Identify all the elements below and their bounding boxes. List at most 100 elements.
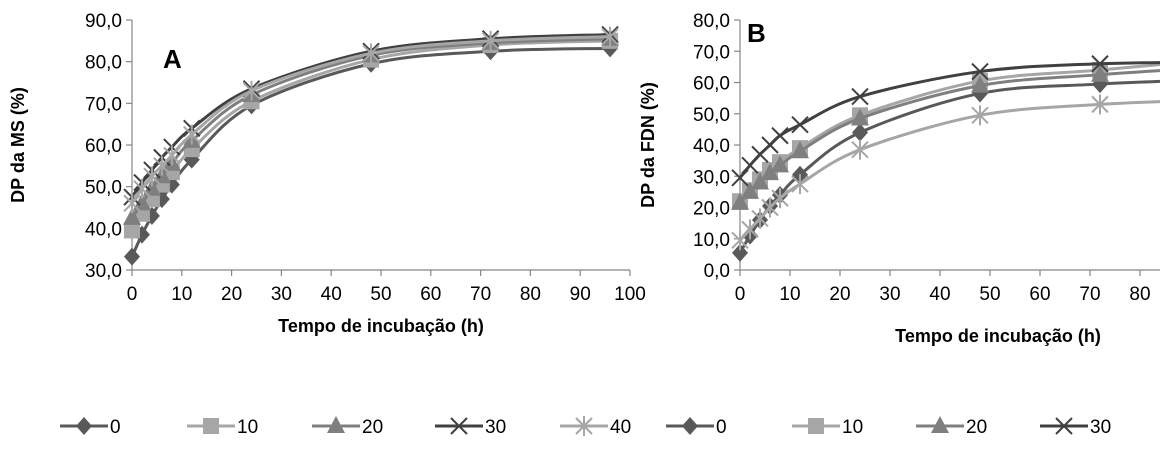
series-0 — [732, 75, 1160, 262]
legend-marker — [450, 417, 468, 435]
data-point-0 — [852, 123, 868, 142]
legend-marker — [808, 418, 824, 434]
x-tick-label: 10 — [779, 284, 800, 305]
data-point-20 — [1091, 64, 1109, 82]
legend-label: 0 — [110, 417, 121, 438]
y-tick-label: 80,0 — [693, 11, 730, 32]
legend-label: 20 — [966, 417, 987, 438]
legend-label: 30 — [485, 417, 506, 438]
legend-label: 10 — [237, 417, 258, 438]
data-point-20 — [751, 172, 769, 190]
legend-marker — [1055, 417, 1073, 435]
y-tick-label: 40,0 — [693, 136, 730, 157]
x-tick-label: 70 — [1079, 284, 1100, 305]
data-point-30 — [1091, 55, 1109, 73]
panel-label: A — [163, 44, 182, 74]
y-tick-label: 60,0 — [693, 74, 730, 95]
x-tick-label: 40 — [321, 284, 342, 305]
y-tick-label: 60,0 — [85, 136, 122, 157]
series-20 — [731, 64, 1160, 210]
legend-marker — [203, 418, 219, 434]
data-point-20 — [971, 75, 989, 93]
legend-entry-40: 40 — [560, 416, 631, 438]
data-point-20 — [791, 141, 809, 159]
x-tick-label: 80 — [520, 284, 541, 305]
series-line-0 — [130, 46, 611, 258]
x-tick-label: 60 — [420, 284, 441, 305]
legend-label: 0 — [716, 417, 727, 438]
data-point-20 — [771, 155, 789, 173]
x-tick-label: 60 — [1029, 284, 1050, 305]
legend-label: 20 — [362, 417, 383, 438]
x-tick-label: 30 — [879, 284, 900, 305]
legend-marker — [327, 416, 345, 433]
y-tick-label: 90,0 — [85, 11, 122, 32]
data-point-40 — [163, 145, 181, 166]
y-tick-label: 30,0 — [85, 261, 122, 282]
x-tick-label: 0 — [735, 284, 746, 305]
x-tick-label: 80 — [1129, 284, 1150, 305]
x-tick-label: 50 — [370, 284, 391, 305]
legend-label: 10 — [842, 417, 863, 438]
x-tick-label: 0 — [127, 284, 138, 305]
data-point-20 — [851, 108, 869, 126]
x-axis-title: Tempo de incubação (h) — [895, 326, 1101, 346]
data-point-40 — [242, 80, 261, 101]
data-point-30 — [791, 115, 809, 134]
legend-marker — [931, 416, 949, 433]
data-point-40 — [791, 174, 809, 195]
x-tick-label: 50 — [979, 284, 1000, 305]
data-point-40 — [362, 43, 380, 64]
data-point-20 — [132, 193, 151, 211]
legend-marker — [682, 417, 698, 435]
data-point-40 — [601, 26, 619, 47]
y-tick-label: 50,0 — [693, 105, 730, 126]
data-point-30 — [971, 62, 989, 81]
series-40 — [123, 26, 619, 214]
y-tick-label: 80,0 — [85, 53, 122, 74]
y-tick-label: 30,0 — [693, 167, 730, 188]
data-point-40 — [123, 193, 141, 214]
x-tick-label: 30 — [271, 284, 292, 305]
data-point-0 — [732, 243, 748, 262]
data-point-40 — [771, 188, 789, 209]
legend-entry-10: 10 — [187, 417, 258, 438]
legend-label: 30 — [1090, 417, 1111, 438]
data-point-30 — [851, 87, 869, 106]
x-tick-label: 70 — [470, 284, 491, 305]
y-tick-label: 20,0 — [693, 199, 730, 220]
legend-entry-20: 20 — [312, 416, 383, 438]
legend-label: 40 — [610, 417, 631, 438]
data-point-20 — [731, 192, 749, 210]
x-tick-label: 40 — [929, 284, 950, 305]
legend-marker — [575, 416, 593, 436]
series-30 — [731, 55, 1160, 187]
data-point-40 — [133, 178, 151, 199]
x-tick-label: 90 — [570, 284, 591, 305]
y-axis-title: DP da FDN (%) — [638, 82, 658, 208]
data-point-20 — [142, 178, 161, 196]
data-point-20 — [741, 181, 759, 199]
x-tick-label: 20 — [221, 284, 242, 305]
y-axis-title: DP da MS (%) — [8, 87, 28, 203]
data-point-40 — [971, 105, 989, 126]
y-tick-label: 0,0 — [704, 261, 730, 282]
legend-entry-30: 30 — [435, 417, 506, 438]
data-point-40 — [183, 124, 201, 145]
chart-panel-b: 0,0 10,0 20,0 30,0 40,0 50,0 60,0 70,0 80,0 0 10 20… — [638, 11, 1160, 438]
legend-entry-30: 30 — [1040, 417, 1111, 438]
y-tick-label: 10,0 — [693, 230, 730, 251]
x-axis-title: Tempo de incubação (h) — [278, 316, 484, 336]
x-tick-label: 100 — [614, 284, 646, 305]
panel-label: B — [747, 18, 766, 48]
chart-panel-a: 30,0 40,0 50,0 60,0 70,0 80,0 90,0 0 10 20 30 40 50 6… — [8, 11, 646, 438]
data-point-20 — [123, 207, 141, 225]
data-point-40 — [1091, 94, 1109, 115]
data-point-40 — [851, 139, 869, 160]
legend-marker — [76, 417, 92, 435]
x-tick-label: 10 — [171, 284, 192, 305]
legend-entry-0: 0 — [60, 417, 121, 438]
y-tick-label: 50,0 — [85, 178, 122, 199]
y-tick-label: 70,0 — [693, 42, 730, 63]
